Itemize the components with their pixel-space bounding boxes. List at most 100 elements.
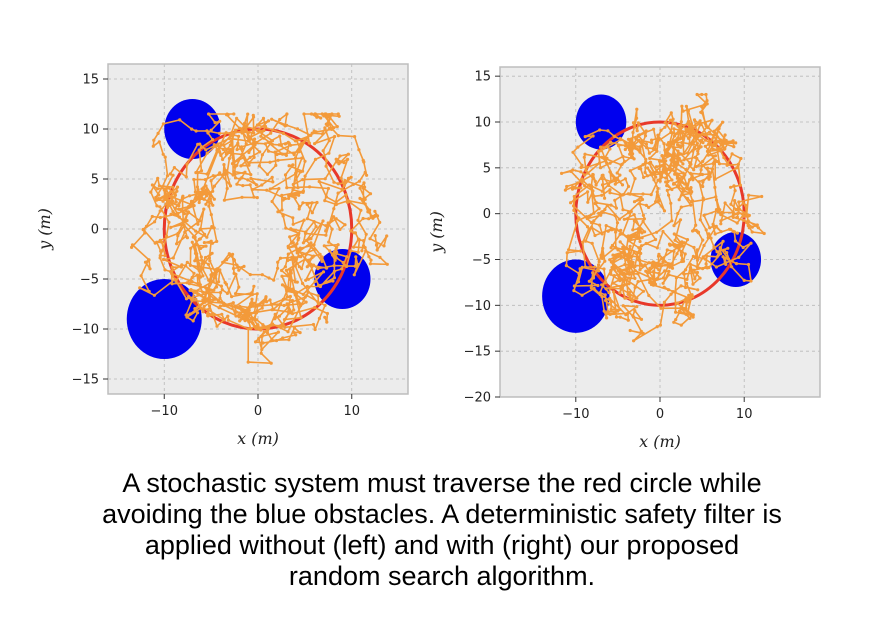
trajectory-point [619, 228, 623, 232]
trajectory-point [230, 162, 235, 166]
trajectory-point [279, 143, 283, 147]
y-tick-label: 0 [483, 207, 491, 222]
trajectory-point [294, 333, 298, 337]
trajectory-point [158, 209, 162, 213]
trajectory-point [230, 130, 234, 134]
trajectory-point [623, 262, 627, 267]
trajectory-point [260, 273, 264, 277]
trajectory-point [670, 187, 674, 192]
trajectory-point [219, 290, 223, 295]
y-axis-label: y (m) [35, 208, 54, 251]
trajectory-point [275, 152, 279, 157]
trajectory-point [349, 175, 353, 179]
trajectory-point [257, 336, 261, 341]
trajectory-point [208, 197, 212, 201]
y-tick-label: 10 [82, 123, 99, 138]
trajectory-point [198, 275, 203, 279]
trajectory-point [650, 141, 654, 145]
trajectory-point [216, 299, 221, 303]
trajectory-point [632, 123, 636, 127]
trajectory-point [622, 217, 626, 221]
trajectory-point [301, 241, 305, 245]
trajectory-point [250, 188, 254, 192]
trajectory-point [623, 147, 627, 152]
trajectory-point [570, 187, 575, 191]
trajectory-point [161, 257, 166, 262]
trajectory-point [185, 162, 189, 166]
trajectory-point [631, 263, 635, 267]
trajectory-point [207, 200, 211, 204]
trajectory-point [211, 174, 215, 178]
trajectory-point [231, 173, 235, 177]
trajectory-point [165, 174, 170, 178]
trajectory-point [719, 246, 723, 251]
trajectory-point [303, 159, 307, 163]
trajectory-point [628, 148, 632, 152]
trajectory-point [292, 326, 297, 330]
trajectory-point [719, 213, 723, 217]
trajectory-point [301, 169, 305, 173]
trajectory-point [246, 178, 250, 182]
trajectory-point [296, 238, 300, 242]
trajectory-point [668, 118, 673, 122]
trajectory-point [309, 112, 314, 116]
trajectory-point [627, 272, 632, 276]
trajectory-point [696, 152, 700, 156]
trajectory-point [605, 161, 609, 165]
trajectory-point [732, 184, 736, 188]
trajectory-point [192, 271, 196, 275]
trajectory-point [247, 161, 251, 165]
trajectory-point [672, 232, 676, 236]
trajectory-point [696, 288, 700, 292]
trajectory-point [294, 244, 298, 248]
trajectory-point [703, 121, 707, 126]
trajectory-point [218, 296, 222, 300]
trajectory-point [652, 178, 656, 182]
trajectory-point [755, 223, 759, 227]
trajectory-point [333, 258, 337, 262]
trajectory-point [356, 218, 360, 222]
trajectory-point [619, 163, 623, 167]
trajectory-point [742, 278, 746, 282]
trajectory-point [628, 152, 632, 156]
trajectory-point [723, 260, 727, 264]
trajectory-point [707, 232, 711, 236]
trajectory-point [280, 283, 285, 287]
trajectory-point [249, 302, 253, 306]
trajectory-point [375, 242, 379, 246]
trajectory-point [572, 208, 576, 212]
trajectory-point [674, 132, 679, 136]
trajectory-point [211, 189, 215, 193]
trajectory-point [193, 307, 197, 311]
trajectory-point [600, 176, 604, 181]
trajectory-point [180, 263, 184, 267]
trajectory-point [749, 241, 753, 245]
trajectory-point [674, 318, 678, 322]
trajectory-point [611, 253, 615, 257]
trajectory-point [700, 164, 704, 168]
trajectory-point [656, 261, 660, 265]
trajectory-point [735, 215, 740, 219]
trajectory-point [346, 176, 351, 180]
trajectory-point [700, 105, 704, 109]
trajectory-point [572, 284, 577, 288]
trajectory-point [244, 125, 248, 129]
trajectory-point [262, 136, 266, 140]
trajectory-point [655, 325, 659, 329]
trajectory-point [621, 193, 626, 197]
trajectory-point [719, 222, 723, 226]
x-tick-label: 10 [343, 404, 360, 419]
trajectory-point [624, 141, 628, 145]
trajectory-point [701, 184, 705, 189]
trajectory-point [280, 274, 284, 278]
trajectory-point [659, 128, 663, 132]
trajectory-point [209, 128, 213, 132]
trajectory-point [190, 240, 194, 244]
trajectory-point [665, 248, 669, 252]
trajectory-point [632, 251, 636, 255]
trajectory-point [323, 303, 327, 307]
trajectory-point [351, 182, 355, 186]
trajectory-point [628, 251, 632, 255]
trajectory-point [332, 215, 336, 219]
trajectory-point [250, 292, 254, 297]
